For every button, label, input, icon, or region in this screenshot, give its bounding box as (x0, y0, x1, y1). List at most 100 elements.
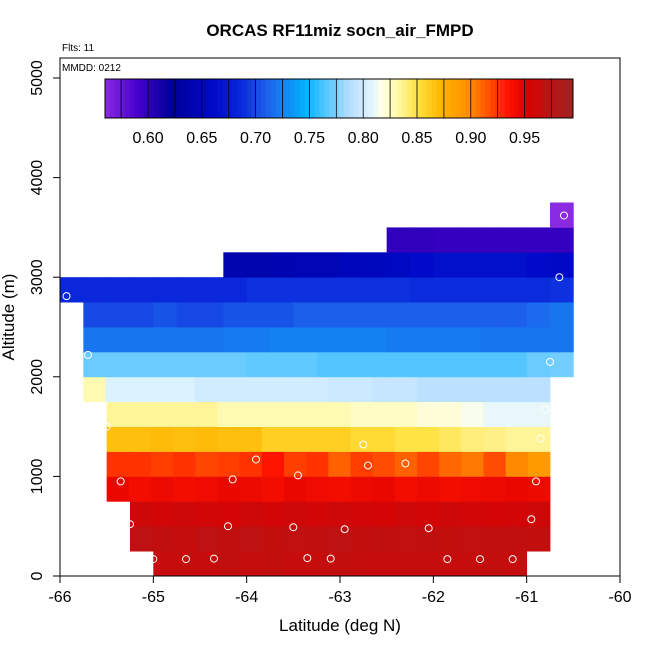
heatmap-cell (285, 551, 308, 577)
colorbar-swatch (295, 79, 301, 118)
heatmap-cell (503, 302, 528, 328)
heatmap-cell (195, 451, 218, 477)
colorbar-swatch (105, 79, 111, 118)
heatmap-cell (363, 252, 388, 278)
heatmap-cell (261, 401, 285, 427)
colorbar-swatch (158, 79, 165, 118)
heatmap-cell (106, 401, 130, 427)
heatmap-cell (128, 451, 152, 477)
colorbar-swatch (543, 79, 550, 118)
heatmap-cell (106, 451, 130, 477)
heatmap-cell (416, 376, 440, 403)
colorbar-swatch (187, 79, 194, 118)
heatmap-cell (327, 376, 351, 403)
heatmap-cell (438, 551, 462, 577)
colorbar-swatch (114, 79, 121, 118)
colorbar-swatch (212, 79, 218, 118)
observation-point (541, 405, 550, 414)
heatmap-cell (480, 351, 504, 378)
observation-point (560, 211, 568, 220)
heatmap-cell (270, 277, 294, 303)
heatmap-cell (261, 451, 285, 477)
heatmap-cell (550, 202, 574, 228)
heatmap-cell (316, 302, 341, 328)
heatmap-cell (439, 476, 462, 502)
heatmap-cell (262, 501, 286, 527)
colorbar-swatch (226, 79, 233, 118)
heatmap-cell (196, 526, 219, 552)
heatmap-cell (127, 376, 151, 403)
heatmap-cell (410, 302, 434, 328)
heatmap-cell (461, 376, 484, 403)
heatmap-cell (503, 252, 528, 278)
colorbar-swatch (270, 79, 277, 118)
heatmap-cell (372, 476, 396, 502)
colorbar-swatch (236, 79, 243, 118)
colorbar-swatch (436, 79, 442, 118)
colorbar-swatch (119, 79, 126, 118)
heatmap-cell (433, 351, 458, 378)
heatmap-cell (173, 476, 196, 502)
heatmap-cell (505, 501, 529, 527)
colorbar-swatch (358, 79, 364, 118)
heatmap-cell (417, 476, 440, 502)
heatmap-cell (340, 277, 364, 303)
y-axis-title: Altitude (m) (0, 274, 18, 361)
colorbar-swatch (275, 79, 282, 118)
heatmap-cell (284, 501, 308, 527)
heatmap-cell (293, 351, 318, 378)
colorbar-swatch (426, 79, 433, 118)
colorbar-swatch (470, 79, 477, 118)
y-tick-label: 2000 (29, 359, 46, 395)
heatmap-cell (483, 376, 506, 403)
colorbar-swatch (538, 79, 545, 118)
heatmap-cell (306, 451, 329, 477)
heatmap-cell (527, 476, 551, 502)
heatmap-cell (176, 351, 201, 378)
heatmap-cell (261, 376, 284, 403)
colorbar-tick-label: 0.85 (401, 130, 432, 147)
heatmap-cell (306, 501, 330, 527)
heatmap-cell (173, 426, 196, 452)
heatmap-cell (350, 401, 374, 427)
heatmap-cell (194, 376, 218, 403)
observation-point (364, 461, 372, 470)
date-note: MMDD: 0212 (62, 63, 121, 74)
colorbar-swatch (524, 79, 530, 118)
observation-point (532, 477, 540, 486)
heatmap-cell (197, 551, 220, 577)
heatmap-cell (372, 426, 396, 452)
colorbar-swatch (217, 79, 223, 118)
heatmap-cell (394, 376, 418, 403)
colorbar-swatch (163, 79, 169, 118)
heatmap-cell (173, 401, 196, 427)
heatmap-cell (461, 451, 484, 477)
colorbar-swatch (363, 79, 369, 118)
heatmap-cell (328, 501, 352, 527)
heatmap-cell (439, 426, 462, 452)
heatmap-cell (306, 526, 330, 552)
heatmap-cell (340, 252, 364, 278)
colorbar-frame (104, 78, 574, 119)
colorbar-tick-label: 0.75 (294, 130, 325, 147)
colorbar-swatch (499, 79, 506, 118)
heatmap-cell (195, 476, 218, 502)
observation-point (84, 350, 92, 359)
heatmap-cell (223, 252, 248, 278)
observation-point (536, 434, 545, 443)
heatmap-cell (293, 327, 318, 353)
observation-point (546, 357, 554, 366)
observation-point (102, 422, 111, 431)
heatmap-cell (270, 327, 294, 353)
heatmap-cell (219, 551, 242, 577)
heatmap-cell (284, 401, 307, 427)
colorbar-swatch (324, 79, 330, 118)
heatmap-cell (284, 451, 307, 477)
heatmap-cell (217, 426, 241, 452)
colorbar-swatch (348, 79, 355, 118)
heatmap-cell (284, 476, 307, 502)
heatmap-cell (106, 327, 131, 353)
colorbar-swatch (465, 79, 472, 118)
colorbar-swatch (314, 79, 321, 118)
